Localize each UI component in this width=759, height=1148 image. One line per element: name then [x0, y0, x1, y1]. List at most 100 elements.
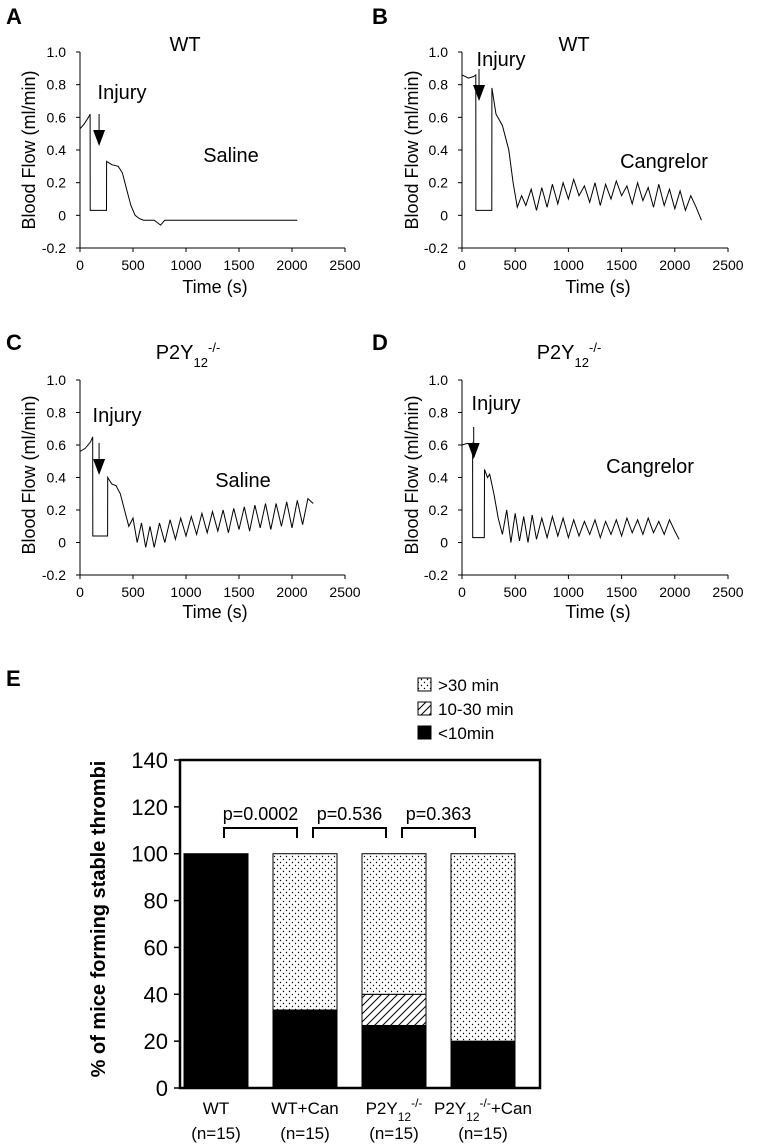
x-tick-label: 1000 — [170, 584, 201, 600]
x-tick-label: 1500 — [223, 584, 254, 600]
category-n-label: (n=15) — [280, 1124, 330, 1143]
legend-label: >30 min — [438, 676, 499, 695]
y-tick-label: 1.0 — [429, 372, 449, 388]
title-sub: 12 — [194, 355, 208, 370]
y-tick-label: 40 — [144, 982, 168, 1007]
treatment-label: Cangrelor — [620, 151, 708, 173]
y-tick-label: 0.2 — [429, 175, 449, 191]
bar-segment — [272, 1009, 338, 1089]
category-n-label: (n=15) — [369, 1124, 419, 1143]
y-tick-label: 0.4 — [47, 470, 67, 486]
injury-arrow-head — [93, 459, 106, 475]
plot-title: WT — [169, 34, 200, 56]
panel-letter: E — [6, 666, 21, 691]
treatment-label: Cangrelor — [606, 456, 694, 478]
x-tick-label: 0 — [458, 584, 466, 600]
y-axis-label: Blood Flow (ml/min) — [19, 70, 39, 229]
y-tick-label: -0.2 — [424, 567, 448, 583]
bar-segment — [450, 1040, 516, 1089]
title-main: P2Y — [156, 342, 194, 364]
y-axis-label: Blood Flow (ml/min) — [19, 395, 39, 554]
y-tick-label: 0.4 — [429, 470, 449, 486]
x-tick-label: 500 — [121, 584, 145, 600]
flow-trace — [461, 73, 702, 221]
x-tick-label: 2000 — [659, 584, 690, 600]
y-axis-label: % of mice forming stable thrombi — [88, 761, 110, 1078]
panel-e: E % of mice forming stable thrombi 0 20 40… — [6, 666, 542, 1143]
y-tick-label: 0.6 — [429, 437, 449, 453]
y-tick-label: 0.6 — [47, 437, 67, 453]
bar-segment — [361, 993, 427, 1026]
category-label: WT+Can — [271, 1099, 339, 1118]
x-tick-label: 0 — [458, 257, 466, 273]
injury-arrow-head — [467, 443, 480, 459]
treatment-label: Saline — [203, 145, 259, 167]
x-tick-label: 2500 — [712, 584, 743, 600]
significance-bracket — [223, 827, 298, 838]
y-tick-label: 0.6 — [47, 109, 67, 125]
x-axis-label: Time (s) — [565, 277, 630, 297]
title-main: P2Y — [537, 342, 575, 364]
bar-segment — [272, 853, 338, 1011]
x-tick-label: 0 — [76, 584, 84, 600]
y-tick-label: 60 — [144, 935, 168, 960]
p-value-label: p=0.363 — [406, 804, 472, 824]
y-tick-label: 120 — [131, 795, 168, 820]
y-tick-label: 0.8 — [429, 405, 449, 421]
category-n-label: (n=15) — [191, 1124, 241, 1143]
treatment-label: Saline — [215, 470, 271, 492]
category-label: WT — [203, 1099, 229, 1118]
y-tick-label: 0.4 — [47, 142, 67, 158]
y-tick-label: 0.2 — [429, 502, 449, 518]
x-axis-label: Time (s) — [565, 602, 630, 622]
injury-arrow-head — [473, 85, 486, 101]
y-axis-label: Blood Flow (ml/min) — [402, 70, 422, 229]
plot-title: WT — [558, 34, 589, 56]
y-tick-label: 140 — [131, 748, 168, 773]
y-tick-label: 0 — [58, 207, 66, 223]
x-tick-label: 0 — [76, 257, 84, 273]
x-tick-label: 1000 — [553, 584, 584, 600]
legend-swatch — [417, 701, 432, 716]
x-tick-label: 1500 — [606, 584, 637, 600]
y-tick-label: 0 — [440, 207, 448, 223]
x-tick-label: 2500 — [329, 584, 360, 600]
title-main: WT — [558, 34, 589, 56]
bar-segment — [183, 853, 249, 1089]
category-label: P2Y12-/-+Can — [434, 1096, 532, 1124]
y-axis-label: Blood Flow (ml/min) — [402, 395, 422, 554]
bar-segment — [361, 1024, 427, 1089]
x-tick-label: 500 — [504, 257, 528, 273]
y-tick-label: 0 — [440, 535, 448, 551]
y-tick-label: 0 — [156, 1076, 168, 1101]
panel-a: A WT Blood Flow (ml/min) Time (s) Saline… — [6, 4, 361, 297]
y-tick-label: 0.4 — [429, 142, 449, 158]
x-tick-label: 2000 — [276, 257, 307, 273]
injury-label: Injury — [93, 405, 142, 427]
y-tick-label: -0.2 — [42, 567, 66, 583]
plot-area: -0.2 0 0.2 0.4 0.6 0.8 1.0 0 500 1000 1500 2000 2500 — [42, 44, 361, 273]
panel-c: C P2Y12-/- Blood Flow (ml/min) Time (s) … — [6, 330, 361, 622]
y-tick-label: -0.2 — [424, 240, 448, 256]
legend-swatch — [417, 725, 432, 740]
y-tick-label: 0.6 — [429, 109, 449, 125]
flow-trace — [79, 436, 314, 548]
bar-segment — [361, 853, 427, 995]
panel-d: D P2Y12-/- Blood Flow (ml/min) Time (s) … — [372, 330, 744, 622]
x-tick-label: 1000 — [170, 257, 201, 273]
flow-trace — [79, 113, 298, 226]
plot-area: -0.2 0 0.2 0.4 0.6 0.8 1.0 0 500 1000 1500 2000 2500 — [424, 372, 744, 600]
plot-frame — [178, 758, 542, 1090]
p-value-label: p=0.536 — [317, 804, 383, 824]
injury-label: Injury — [472, 393, 521, 415]
plot-area: -0.2 0 0.2 0.4 0.6 0.8 1.0 0 500 1000 1500 2000 2500 — [424, 44, 744, 273]
bar-segment — [450, 853, 516, 1042]
x-tick-label: 2000 — [659, 257, 690, 273]
category-n-label: (n=15) — [458, 1124, 508, 1143]
plot-title: P2Y12-/- — [156, 340, 221, 370]
panel-b: B WT Blood Flow (ml/min) Time (s) Cangre… — [372, 4, 744, 297]
panel-letter: C — [6, 330, 22, 355]
y-tick-label: 0.8 — [429, 77, 449, 93]
y-tick-label: 0.8 — [47, 77, 67, 93]
panel-letter: B — [372, 4, 388, 29]
